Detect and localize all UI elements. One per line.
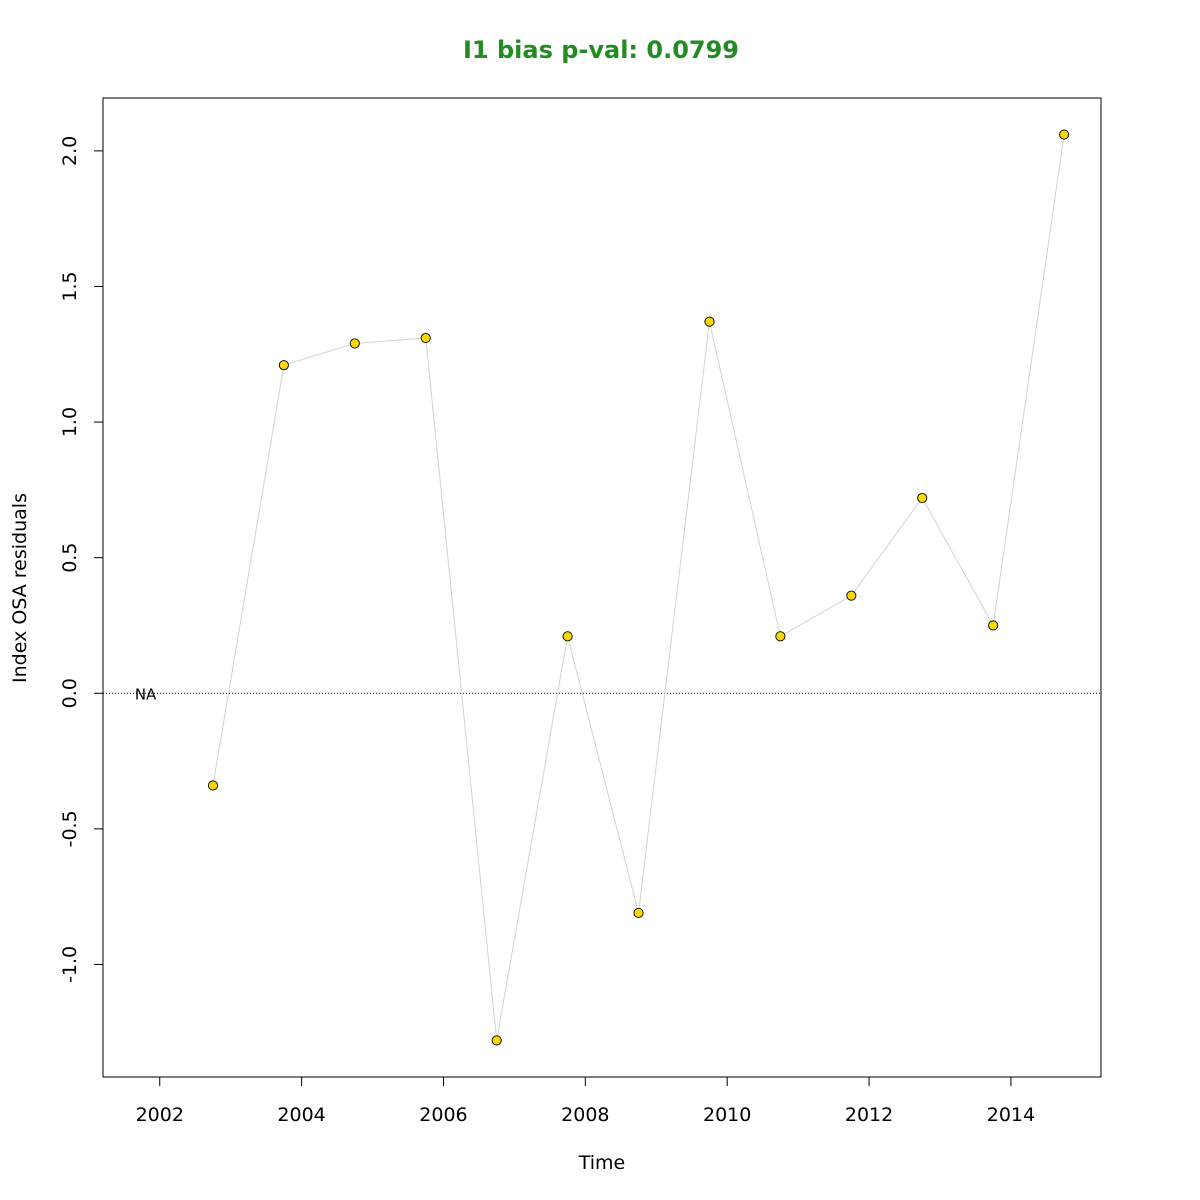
series-points xyxy=(207,129,1070,1046)
data-point xyxy=(1059,129,1070,140)
data-point xyxy=(704,316,715,327)
x-axis-label: Time xyxy=(578,1152,626,1174)
y-tick-label: 1.0 xyxy=(59,407,81,437)
y-tick-label: -1.0 xyxy=(59,946,81,983)
data-point xyxy=(491,1035,502,1046)
y-axis: -1.0 -0.5 0.0 0.5 1.0 1.5 2.0 xyxy=(59,136,104,983)
x-tick-label: 2014 xyxy=(987,1104,1035,1126)
data-point xyxy=(846,590,857,601)
series-polyline xyxy=(212,134,1065,1041)
data-point xyxy=(917,492,928,504)
series-line xyxy=(212,134,1065,1041)
data-point xyxy=(562,631,573,642)
y-tick-label: 1.5 xyxy=(59,271,81,301)
y-axis-label: Index OSA residuals xyxy=(9,493,31,683)
data-point xyxy=(775,631,786,642)
data-point xyxy=(420,332,431,344)
chart-title: I1 bias p-val: 0.0799 xyxy=(463,36,739,64)
x-tick-label: 2008 xyxy=(561,1104,609,1126)
data-point xyxy=(278,360,289,371)
x-tick-label: 2002 xyxy=(136,1104,184,1126)
y-tick-label: -0.5 xyxy=(59,810,81,847)
y-tick-label: 0.5 xyxy=(59,543,81,573)
data-point xyxy=(349,338,360,349)
x-axis: 2002 2004 2006 2008 2010 2012 2014 xyxy=(136,1076,1035,1126)
data-point xyxy=(633,907,644,918)
y-tick-label: 2.0 xyxy=(59,136,81,166)
na-annotation: NA xyxy=(135,685,157,703)
x-tick-label: 2006 xyxy=(419,1104,467,1126)
x-tick-label: 2012 xyxy=(845,1104,893,1126)
x-tick-label: 2010 xyxy=(703,1104,751,1126)
data-point xyxy=(988,620,999,631)
x-tick-label: 2004 xyxy=(277,1104,325,1126)
y-tick-label: 0.0 xyxy=(59,678,81,708)
plot-frame xyxy=(102,97,1102,1078)
data-point xyxy=(207,780,218,791)
